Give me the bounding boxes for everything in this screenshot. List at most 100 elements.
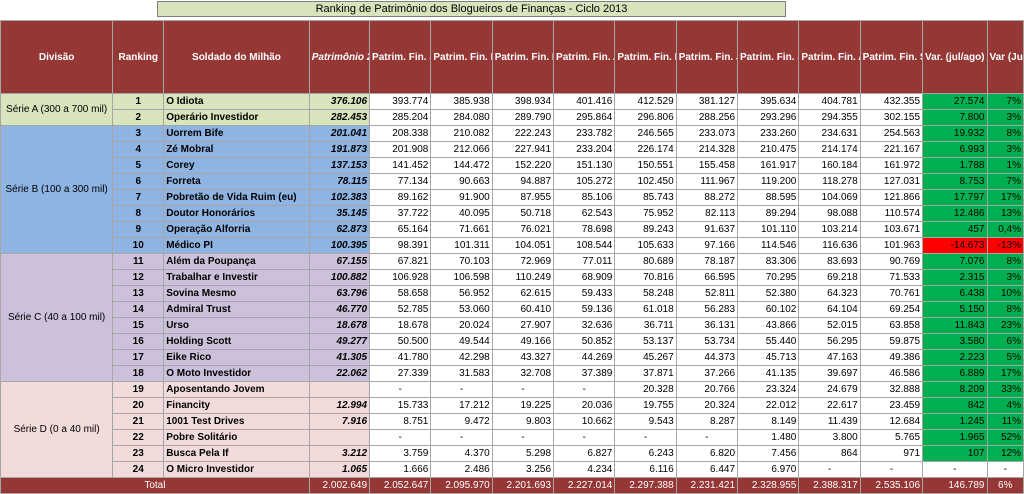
- abr-cell[interactable]: 85.106: [553, 189, 616, 206]
- patrimonio-2012-cell[interactable]: 376.106: [308, 93, 371, 110]
- var-rs-cell[interactable]: 7.800: [922, 109, 988, 126]
- jul-cell[interactable]: 293.296: [737, 109, 800, 126]
- var-pct-cell[interactable]: -: [986, 461, 1024, 478]
- var-pct-cell[interactable]: 33%: [986, 381, 1024, 398]
- fev-cell[interactable]: 53.060: [430, 301, 493, 318]
- abr-cell[interactable]: 20.036: [553, 397, 616, 414]
- patrimonio-2012-cell[interactable]: 46.770: [308, 301, 371, 318]
- ago-cell[interactable]: 11.439: [798, 413, 861, 430]
- ago-cell[interactable]: 64.104: [798, 301, 861, 318]
- set-cell[interactable]: 221.167: [859, 141, 924, 158]
- jun-cell[interactable]: 155.458: [675, 157, 739, 174]
- jan-cell[interactable]: 141.452: [369, 157, 432, 174]
- mar-cell[interactable]: 43.327: [491, 349, 555, 366]
- jul-cell[interactable]: 101.110: [737, 221, 800, 238]
- rank-cell[interactable]: 3: [112, 125, 165, 142]
- var-rs-cell[interactable]: 17.797: [922, 189, 988, 206]
- rank-cell[interactable]: 13: [112, 285, 165, 302]
- patrimonio-2012-cell[interactable]: 102.383: [308, 189, 371, 206]
- ago-cell[interactable]: 116.636: [798, 237, 861, 254]
- fev-cell[interactable]: 2.486: [430, 461, 493, 478]
- jul-cell[interactable]: 6.970: [737, 461, 800, 478]
- jun-cell[interactable]: 82.113: [675, 205, 739, 222]
- ago-cell[interactable]: 56.295: [798, 333, 861, 350]
- set-cell[interactable]: 90.769: [859, 253, 924, 270]
- rank-cell[interactable]: 20: [112, 397, 165, 414]
- set-cell[interactable]: 302.155: [859, 109, 924, 126]
- fev-cell[interactable]: 56.952: [430, 285, 493, 302]
- jul-cell[interactable]: 88.595: [737, 189, 800, 206]
- abr-cell[interactable]: -: [553, 381, 616, 398]
- jan-cell[interactable]: 89.162: [369, 189, 432, 206]
- patrimonio-2012-cell[interactable]: 41.305: [308, 349, 371, 366]
- var-rs-cell[interactable]: 457: [922, 221, 988, 238]
- jun-cell[interactable]: 91.637: [675, 221, 739, 238]
- jul-cell[interactable]: 233.260: [737, 125, 800, 142]
- jun-cell[interactable]: -: [675, 429, 739, 446]
- var-pct-cell[interactable]: 0,4%: [986, 221, 1024, 238]
- jan-cell[interactable]: 37.722: [369, 205, 432, 222]
- var-pct-cell[interactable]: 6%: [986, 333, 1024, 350]
- mai-cell[interactable]: 80.689: [614, 253, 677, 270]
- var-rs-cell[interactable]: 12.486: [922, 205, 988, 222]
- mai-cell[interactable]: 6.116: [614, 461, 677, 478]
- abr-cell[interactable]: 10.662: [553, 413, 616, 430]
- jul-cell[interactable]: 45.713: [737, 349, 800, 366]
- total-var-rs-cell[interactable]: 146.789: [922, 477, 988, 494]
- mai-cell[interactable]: 296.806: [614, 109, 677, 126]
- jun-cell[interactable]: 53.734: [675, 333, 739, 350]
- mar-cell[interactable]: 50.718: [491, 205, 555, 222]
- jan-cell[interactable]: 58.658: [369, 285, 432, 302]
- abr-cell[interactable]: 151.130: [553, 157, 616, 174]
- total-mar-cell[interactable]: 2.201.693: [491, 477, 555, 494]
- mar-cell[interactable]: 152.220: [491, 157, 555, 174]
- rank-cell[interactable]: 16: [112, 333, 165, 350]
- fev-cell[interactable]: 106.598: [430, 269, 493, 286]
- var-rs-cell[interactable]: 1.245: [922, 413, 988, 430]
- jul-cell[interactable]: 43.866: [737, 317, 800, 334]
- set-cell[interactable]: 5.765: [859, 429, 924, 446]
- fev-cell[interactable]: 210.082: [430, 125, 493, 142]
- jul-cell[interactable]: 8.149: [737, 413, 800, 430]
- ago-cell[interactable]: 64.323: [798, 285, 861, 302]
- mai-cell[interactable]: 102.450: [614, 173, 677, 190]
- rank-cell[interactable]: 1: [112, 93, 165, 110]
- var-pct-cell[interactable]: 12%: [986, 445, 1024, 462]
- set-cell[interactable]: 71.533: [859, 269, 924, 286]
- abr-cell[interactable]: 77.011: [553, 253, 616, 270]
- jul-cell[interactable]: 210.475: [737, 141, 800, 158]
- patrimonio-2012-cell[interactable]: 63.796: [308, 285, 371, 302]
- abr-cell[interactable]: 50.852: [553, 333, 616, 350]
- abr-cell[interactable]: -: [553, 429, 616, 446]
- jul-cell[interactable]: 22.012: [737, 397, 800, 414]
- patrimonio-2012-cell[interactable]: 3.212: [308, 445, 371, 462]
- total-mai-cell[interactable]: 2.297.388: [614, 477, 677, 494]
- var-rs-cell[interactable]: 1.788: [922, 157, 988, 174]
- name-cell[interactable]: Holding Scott: [163, 333, 310, 350]
- total-jan-cell[interactable]: 2.052.647: [369, 477, 432, 494]
- var-rs-cell[interactable]: 2.223: [922, 349, 988, 366]
- jan-cell[interactable]: 52.785: [369, 301, 432, 318]
- jan-cell[interactable]: 393.774: [369, 93, 432, 110]
- ago-cell[interactable]: 234.631: [798, 125, 861, 142]
- name-cell[interactable]: Operação Alforria: [163, 221, 310, 238]
- jun-cell[interactable]: 111.967: [675, 173, 739, 190]
- mai-cell[interactable]: 9.543: [614, 413, 677, 430]
- rank-cell[interactable]: 17: [112, 349, 165, 366]
- ago-cell[interactable]: 104.069: [798, 189, 861, 206]
- name-cell[interactable]: Doutor Honorários: [163, 205, 310, 222]
- header-mai[interactable]: Patrim. Fin. Mai/13: [614, 20, 677, 94]
- name-cell[interactable]: Aposentando Jovem: [163, 381, 310, 398]
- set-cell[interactable]: 23.459: [859, 397, 924, 414]
- mai-cell[interactable]: 75.952: [614, 205, 677, 222]
- set-cell[interactable]: 103.671: [859, 221, 924, 238]
- jul-cell[interactable]: 114.546: [737, 237, 800, 254]
- name-cell[interactable]: Admiral Trust: [163, 301, 310, 318]
- rank-cell[interactable]: 7: [112, 189, 165, 206]
- var-rs-cell[interactable]: 842: [922, 397, 988, 414]
- mai-cell[interactable]: 53.137: [614, 333, 677, 350]
- mai-cell[interactable]: 6.243: [614, 445, 677, 462]
- jun-cell[interactable]: 56.283: [675, 301, 739, 318]
- jun-cell[interactable]: 44.373: [675, 349, 739, 366]
- jan-cell[interactable]: 27.339: [369, 365, 432, 382]
